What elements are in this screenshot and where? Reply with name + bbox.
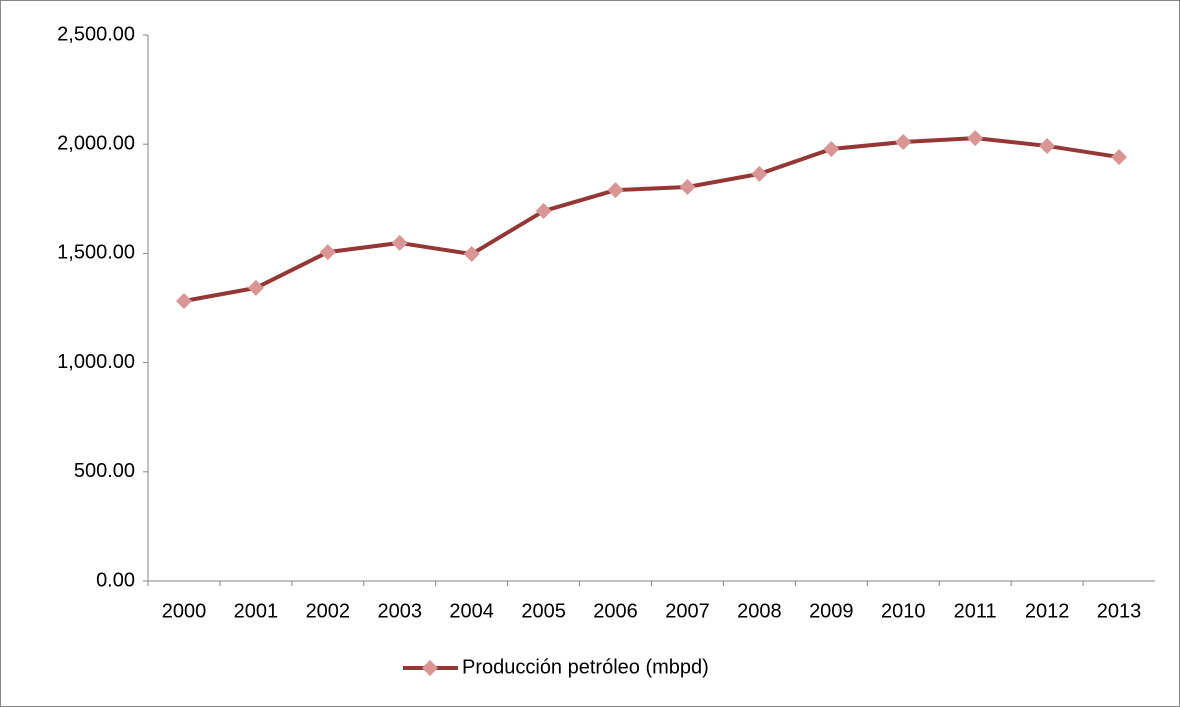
marker — [535, 203, 552, 220]
x-tick-label: 2007 — [665, 600, 710, 622]
x-tick-label: 2003 — [378, 600, 423, 622]
marker — [607, 182, 624, 199]
y-tick-label: 2,000.00 — [57, 132, 135, 154]
x-tick-label: 2005 — [521, 600, 566, 622]
marker — [1111, 149, 1128, 166]
marker — [967, 130, 984, 147]
x-tick-label: 2006 — [593, 600, 638, 622]
x-tick-label: 2001 — [234, 600, 279, 622]
marker — [319, 244, 336, 261]
x-tick-label: 2013 — [1097, 600, 1142, 622]
marker — [823, 141, 840, 158]
y-tick-label: 500.00 — [74, 460, 135, 482]
marker — [751, 165, 768, 182]
legend-marker — [422, 660, 438, 676]
y-tick-label: 0.00 — [96, 569, 135, 591]
x-tick-label: 2011 — [954, 600, 997, 622]
marker — [247, 279, 264, 296]
y-tick-label: 1,500.00 — [57, 242, 135, 264]
marker — [895, 134, 912, 151]
series-line — [183, 136, 1120, 303]
y-tick-label: 2,500.00 — [57, 23, 135, 45]
x-tick-label: 2009 — [809, 600, 854, 622]
marker — [391, 234, 408, 251]
legend-label: Producción petróleo (mbpd) — [462, 656, 709, 678]
x-tick-label: 2010 — [881, 600, 926, 622]
marker — [679, 179, 696, 196]
marker — [463, 246, 480, 263]
x-tick-label: 2004 — [449, 600, 494, 622]
marker — [1039, 137, 1056, 154]
x-tick-label: 2008 — [737, 600, 782, 622]
marker — [175, 293, 192, 310]
x-tick-label: 2002 — [306, 600, 351, 622]
y-tick-label: 1,000.00 — [57, 351, 135, 373]
x-tick-label: 2012 — [1025, 600, 1070, 622]
x-tick-label: 2000 — [162, 600, 207, 622]
